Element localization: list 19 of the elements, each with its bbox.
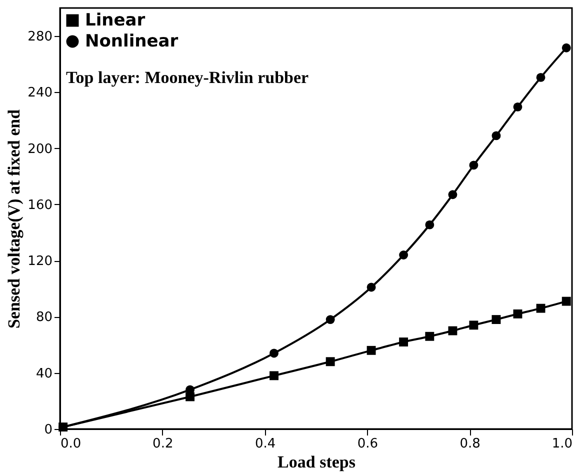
x-tick-label: 0.8 (460, 436, 480, 452)
legend-label: Linear (85, 10, 146, 30)
x-tick-label: 0.6 (357, 436, 378, 452)
y-tick-label: 0 (44, 422, 52, 438)
y-tick-label: 40 (36, 366, 52, 382)
x-tick-label: 0.2 (152, 436, 174, 452)
y-tick-label: 200 (28, 142, 52, 157)
legend-label: Nonlinear (85, 32, 179, 52)
annotation: Top layer: Mooney-Rivlin rubber (66, 68, 310, 87)
y-tick-label: 280 (28, 30, 52, 45)
y-tick-label: 80 (36, 310, 52, 326)
x-axis-title: Load steps (278, 452, 356, 472)
y-tick-label: 120 (28, 254, 52, 270)
x-tick-label: 0.4 (254, 436, 276, 452)
y-tick-label: 160 (28, 198, 52, 213)
y-axis-title: Sensed voltage(V) at fixed end (4, 108, 24, 329)
x-tick-label: 0.0 (60, 436, 82, 452)
x-tick-label: 1.0 (552, 436, 572, 452)
y-tick-label: 240 (28, 86, 52, 101)
